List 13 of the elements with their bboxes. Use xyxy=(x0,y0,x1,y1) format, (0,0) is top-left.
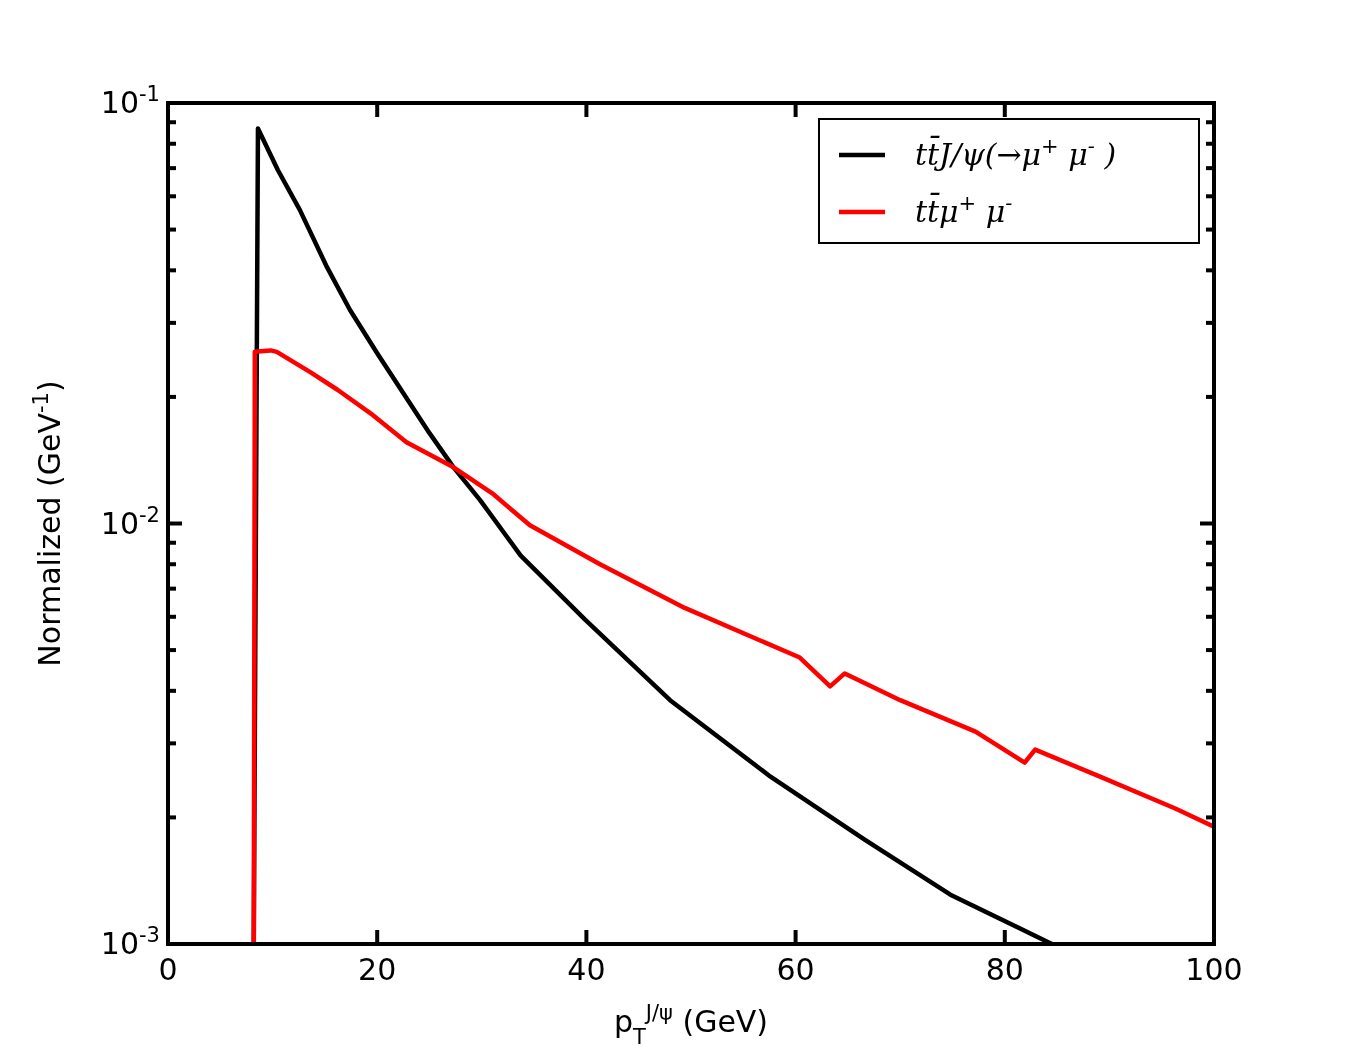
line-series xyxy=(251,348,1214,944)
x-tick-label: 60 xyxy=(776,952,815,987)
x-tick-label: 20 xyxy=(358,952,397,987)
x-tick-label: 40 xyxy=(567,952,606,987)
y-tick-label: 10$^{-3}$ xyxy=(100,923,160,961)
x-tick-label: 0 xyxy=(158,952,178,987)
x-axis-title: p$_{T}$$^{J/ψ}$ (GeV) xyxy=(613,1001,769,1049)
legend-label: tt̄μ$^{+}$ μ$^{-}$ xyxy=(915,191,1013,229)
y-tick-label: 10$^{-1}$ xyxy=(100,82,160,120)
x-tick-label: 80 xyxy=(985,952,1024,987)
y-tick-label: 10$^{-2}$ xyxy=(100,502,160,541)
x-tick-label: 100 xyxy=(1185,952,1243,987)
legend-label: tt̄J/ψ(→μ$^{+}$ μ$^{-}$ ) xyxy=(915,134,1117,172)
